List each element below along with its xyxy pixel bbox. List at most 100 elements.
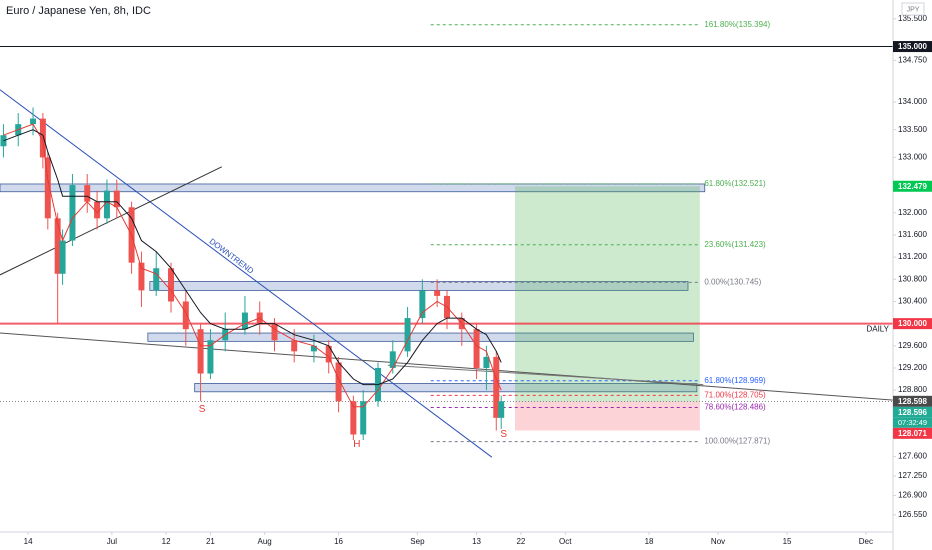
price-badge — [893, 41, 932, 53]
candle-body — [419, 290, 426, 319]
candle-body — [325, 345, 332, 363]
y-tick-label: 133.500 — [898, 125, 927, 134]
y-tick-label: 127.250 — [898, 471, 927, 480]
zone — [194, 383, 698, 393]
price-badge — [893, 406, 932, 418]
candle-body — [271, 323, 278, 341]
y-tick-label: 135.500 — [898, 14, 927, 23]
fib-label: 100.00%(127.871) — [704, 437, 770, 446]
y-tick-label: 134.750 — [898, 56, 927, 65]
candle-body — [389, 351, 396, 368]
y-tick-label: 126.900 — [898, 491, 927, 500]
zone — [149, 281, 689, 291]
horizontal-line-label: DAILY — [866, 325, 889, 334]
x-tick-label: 21 — [206, 537, 215, 546]
candle-body — [197, 329, 204, 374]
candle-body — [153, 268, 160, 291]
zone — [147, 332, 694, 342]
stop-zone — [515, 401, 700, 431]
fib-label: 0.00%(130.745) — [704, 277, 761, 286]
candle-body — [138, 262, 145, 291]
y-tick-label: 129.200 — [898, 363, 927, 372]
x-tick-label: 18 — [645, 537, 654, 546]
x-tick-label: Sep — [410, 537, 425, 546]
fib-label: 78.60%(128.486) — [704, 403, 766, 412]
candle-body — [113, 190, 120, 208]
y-tick-label: 132.000 — [898, 208, 927, 217]
price-badge — [893, 318, 932, 330]
x-tick-label: 22 — [516, 537, 525, 546]
x-tick-label: Nov — [711, 537, 725, 546]
y-tick-label: 134.000 — [898, 97, 927, 106]
candle-body — [335, 362, 342, 402]
overlays — [0, 24, 894, 458]
candle-body — [498, 401, 505, 418]
y-tick-label: 131.200 — [898, 252, 927, 261]
candle-body — [59, 240, 66, 274]
candle-body — [310, 345, 317, 352]
candle-body — [84, 185, 91, 202]
price-badge — [893, 180, 932, 192]
candle-body — [94, 201, 101, 219]
candle-body — [493, 356, 500, 418]
candle-body — [54, 218, 61, 274]
candle-body — [350, 401, 357, 435]
trendline — [0, 166, 222, 276]
candle-body — [483, 356, 490, 368]
price-badge-label: 135.000 — [898, 42, 927, 51]
price-badge-label: 130.000 — [898, 319, 927, 328]
target-zone — [515, 186, 700, 402]
trendline — [387, 364, 704, 386]
candle-body — [69, 185, 76, 241]
price-badge — [893, 427, 932, 439]
candle-body — [39, 118, 46, 158]
price-badge-label: 128.596 — [898, 408, 927, 417]
y-tick-label: 127.600 — [898, 452, 927, 461]
x-tick-label: 16 — [334, 537, 343, 546]
moving-average — [3, 129, 502, 386]
price-badge-label: 128.071 — [898, 429, 927, 438]
candle-body — [434, 290, 441, 296]
candle-body — [291, 340, 298, 352]
fib-label: 71.00%(128.705) — [704, 391, 766, 400]
candle-body — [103, 190, 110, 219]
x-tick-label: 12 — [162, 537, 171, 546]
candle-body — [473, 329, 480, 368]
candle-body — [404, 318, 411, 352]
x-tick-label: Oct — [559, 537, 572, 546]
currency: JPY — [907, 6, 920, 13]
x-tick-label: Jul — [107, 537, 117, 546]
y-tick-label: 126.550 — [898, 510, 927, 519]
x-tick-label: Aug — [258, 537, 272, 546]
fib-label: 23.60%(131.423) — [704, 240, 766, 249]
y-tick-label: 131.600 — [898, 230, 927, 239]
y-tick-label: 133.000 — [898, 152, 927, 161]
zone — [0, 183, 706, 193]
x-tick-label: 15 — [783, 537, 792, 546]
x-tick-label: 14 — [24, 537, 33, 546]
chart-title: Euro / Japanese Yen, 8h, IDC — [6, 5, 151, 17]
pattern-label: S — [199, 404, 206, 415]
price-badge-label: 132.479 — [898, 182, 927, 191]
x-tick-label: Dec — [859, 537, 873, 546]
currency-box — [901, 2, 925, 16]
trendline — [0, 89, 493, 458]
y-tick-label: 129.600 — [898, 341, 927, 350]
candle-body — [44, 157, 51, 219]
price-badge-label: 128.598 — [898, 397, 927, 406]
fib-label: 61.80%(132.521) — [704, 179, 766, 188]
y-tick-label: 128.800 — [898, 385, 927, 394]
trendline — [0, 332, 894, 401]
candle-body — [182, 301, 189, 330]
candle-body — [241, 312, 248, 330]
countdown-badge — [893, 417, 932, 428]
candle-body — [207, 340, 214, 374]
fib-label: 61.80%(128.969) — [704, 376, 766, 385]
x-tick-label: 13 — [472, 537, 481, 546]
candle-body — [360, 401, 367, 435]
pattern-label: S — [500, 429, 507, 440]
y-tick-label: 130.400 — [898, 297, 927, 306]
axes: 135.500 134.750 134.000 133.500 133.000 132.0… — [24, 14, 932, 546]
countdown: 07:32:49 — [898, 418, 927, 427]
